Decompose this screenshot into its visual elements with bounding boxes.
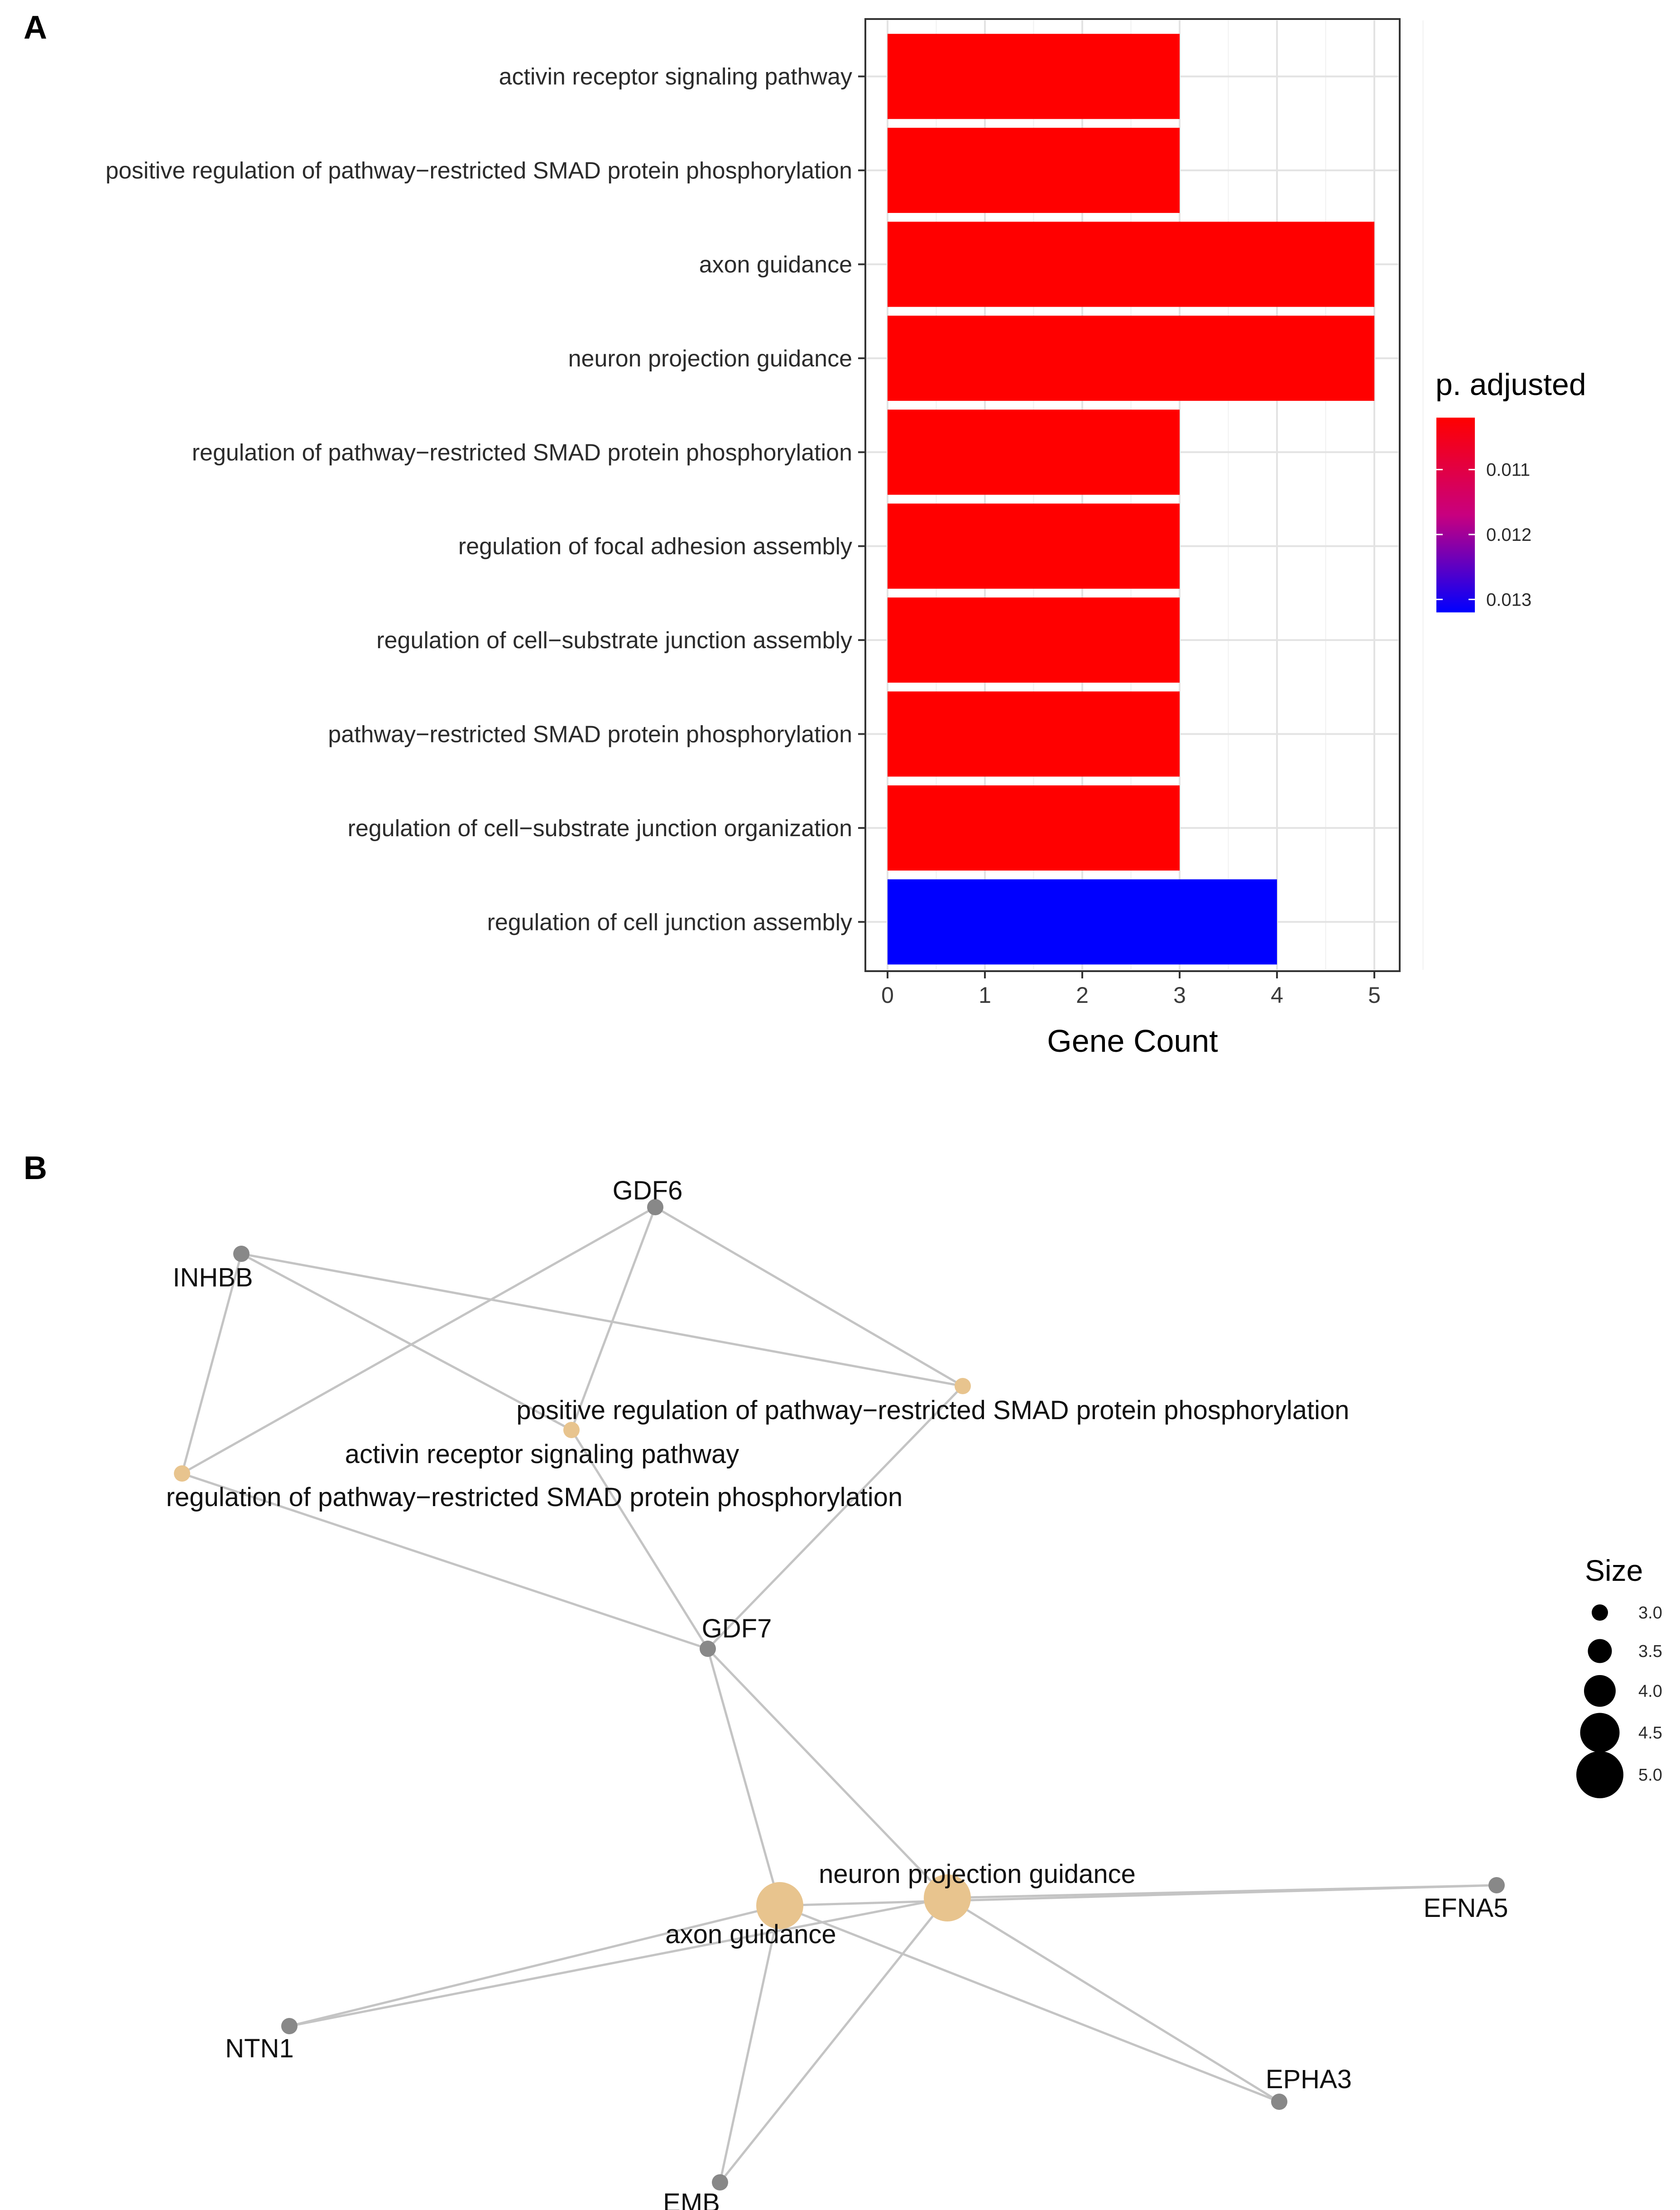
- size-legend-label: 3.5: [1638, 1642, 1662, 1661]
- gene-node: [712, 2174, 728, 2191]
- network-edge: [946, 1897, 1280, 2103]
- gene-node: [700, 1641, 716, 1657]
- bar: [888, 34, 1180, 119]
- category-label: axon guidance: [699, 252, 852, 278]
- category-label: regulation of pathway−restricted SMAD pr…: [192, 439, 852, 466]
- category-label: neuron projection guidance: [568, 346, 852, 372]
- network-edge: [779, 1904, 1280, 2103]
- bar: [888, 691, 1180, 777]
- x-axis-ticks: 0 1 2 3 4 5: [881, 971, 1381, 1008]
- legend-title: p. adjusted: [1435, 367, 1586, 402]
- legend-tick-label: 0.012: [1486, 525, 1531, 545]
- network-edge: [289, 1904, 780, 2027]
- gene-node: [1488, 1877, 1505, 1893]
- x-axis-title: Gene Count: [1047, 1023, 1218, 1059]
- network-edge: [654, 1206, 964, 1387]
- size-legend-label: 3.0: [1638, 1603, 1662, 1623]
- network-edge: [719, 1897, 948, 2183]
- gene-label: NTN1: [225, 2034, 293, 2063]
- bar: [888, 221, 1374, 307]
- category-labels: activin receptor signaling pathway positi…: [106, 64, 865, 935]
- term-label: neuron projection guidance: [819, 1859, 1136, 1889]
- gene-label: GDF6: [613, 1176, 683, 1205]
- term-node: [174, 1465, 190, 1482]
- size-legend-title: Size: [1585, 1554, 1643, 1587]
- bar: [888, 315, 1374, 401]
- x-tick-label: 2: [1076, 982, 1089, 1008]
- size-legend-dot: [1580, 1713, 1620, 1753]
- bar-series: [888, 34, 1374, 965]
- network-edge: [240, 1252, 572, 1431]
- category-label: regulation of cell junction assembly: [487, 909, 852, 935]
- term-label: axon guidance: [665, 1920, 836, 1949]
- network-edge: [570, 1429, 709, 1650]
- size-legend-dot: [1584, 1675, 1616, 1707]
- legend-ticks: 0.011 0.012 0.013: [1436, 460, 1531, 610]
- size-legend-dot: [1588, 1639, 1612, 1663]
- legend-tick-label: 0.013: [1486, 590, 1531, 610]
- legend-tick-label: 0.011: [1486, 460, 1530, 480]
- bar: [888, 128, 1180, 213]
- gene-node: [281, 2018, 298, 2034]
- category-label: activin receptor signaling pathway: [499, 64, 852, 90]
- size-legend-label: 4.5: [1638, 1724, 1662, 1743]
- gene-label: EPHA3: [1266, 2065, 1352, 2094]
- x-tick-label: 5: [1368, 982, 1381, 1008]
- network-edge: [182, 1472, 708, 1650]
- gene-label: GDF7: [702, 1614, 772, 1643]
- size-legend: Size 3.0 3.5 4.0 4.5 5.0: [1576, 1554, 1662, 1798]
- category-label: regulation of focal adhesion assembly: [458, 534, 852, 560]
- p-adjusted-legend: p. adjusted 0.011 0.012 0.013: [1435, 367, 1586, 612]
- size-legend-label: 5.0: [1638, 1766, 1662, 1785]
- category-label: regulation of cell−substrate junction or…: [348, 815, 852, 842]
- network-edge: [707, 1385, 964, 1650]
- network-edge: [241, 1252, 963, 1387]
- network-edge: [719, 1905, 781, 2183]
- term-node: [955, 1378, 971, 1394]
- network-edge: [706, 1648, 781, 1906]
- gene-node: [233, 1246, 250, 1262]
- network-edge: [289, 1897, 948, 2027]
- network-edge: [181, 1206, 656, 1475]
- term-label: regulation of pathway−restricted SMAD pr…: [166, 1483, 903, 1512]
- panel-a-label: A: [24, 10, 47, 46]
- category-label: regulation of cell−substrate junction as…: [376, 627, 852, 654]
- term-label: activin receptor signaling pathway: [345, 1440, 739, 1469]
- bar: [888, 597, 1180, 683]
- network-labels: GDF6 INHBB GDF7 EFNA5 NTN1 EPHA3 EMB positive r…: [166, 1176, 1508, 2210]
- network-edge: [947, 1884, 1497, 1899]
- bar: [888, 879, 1277, 965]
- network-edge: [181, 1253, 243, 1474]
- x-tick-label: 1: [979, 982, 991, 1008]
- gene-label: INHBB: [173, 1263, 253, 1292]
- term-node: [924, 1874, 971, 1921]
- term-node: [756, 1882, 803, 1929]
- x-tick-label: 0: [881, 982, 894, 1008]
- panel-b-label: B: [24, 1150, 47, 1186]
- term-label: positive regulation of pathway−restricte…: [516, 1396, 1349, 1425]
- gene-label: EFNA5: [1424, 1893, 1508, 1923]
- term-node: [563, 1422, 580, 1438]
- x-tick-label: 4: [1271, 982, 1283, 1008]
- network-edge: [570, 1207, 657, 1430]
- size-legend-label: 4.0: [1638, 1682, 1662, 1701]
- size-legend-dot: [1576, 1751, 1623, 1798]
- bar: [888, 409, 1180, 495]
- gene-label: EMB: [663, 2188, 720, 2210]
- gene-node: [1271, 2094, 1287, 2110]
- bar: [888, 503, 1180, 589]
- x-tick-label: 3: [1173, 982, 1186, 1008]
- network-edges: [181, 1206, 1497, 2183]
- size-legend-dot: [1592, 1604, 1608, 1621]
- legend-colorbar: [1436, 418, 1475, 612]
- bar: [888, 785, 1180, 871]
- network-nodes: [174, 1199, 1505, 2191]
- category-label: positive regulation of pathway−restricte…: [106, 158, 852, 184]
- gene-node: [647, 1199, 663, 1215]
- network-edge: [707, 1648, 948, 1899]
- category-label: pathway−restricted SMAD protein phosphor…: [328, 722, 852, 748]
